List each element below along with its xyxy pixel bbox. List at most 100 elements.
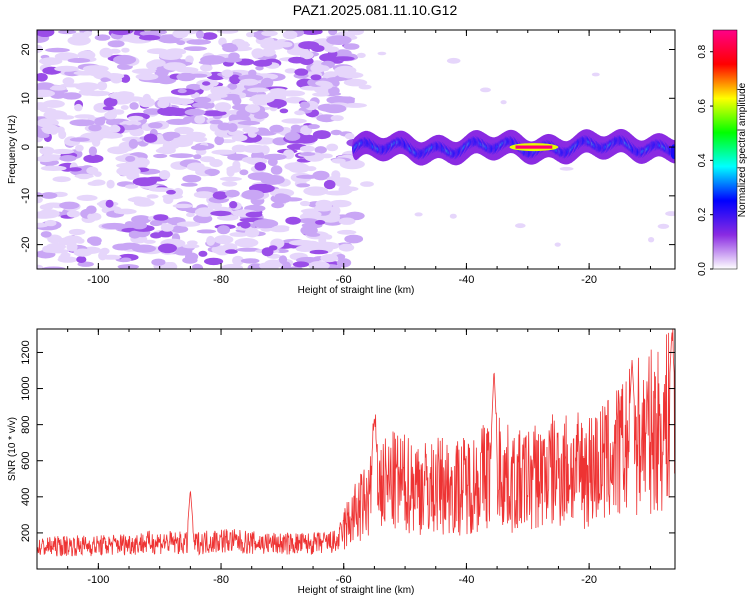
noise-blob <box>284 131 301 141</box>
noise-blob <box>255 65 264 71</box>
noise-blob <box>195 30 205 39</box>
noise-blob <box>344 234 364 244</box>
noise-blob <box>251 48 265 58</box>
heatmap-y-tick-label: 20 <box>20 43 32 55</box>
noise-blob <box>113 208 137 215</box>
noise-blob <box>153 214 169 221</box>
noise-blob <box>160 223 174 232</box>
noise-blob <box>204 257 224 266</box>
noise-blob <box>356 52 366 59</box>
noise-blob <box>312 130 331 140</box>
snr-x-tick-label: -40 <box>458 574 474 586</box>
noise-blob <box>314 146 327 154</box>
noise-blob <box>217 214 239 221</box>
noise-blob <box>299 51 314 60</box>
heatmap-y-tick-label: -10 <box>20 188 32 204</box>
noise-blob <box>288 239 315 246</box>
noise-blob <box>229 74 241 85</box>
noise-blob <box>193 96 212 103</box>
noise-blob <box>227 83 238 90</box>
noise-blob <box>338 217 356 225</box>
noise-blob <box>109 124 121 133</box>
noise-blob <box>87 236 102 245</box>
noise-blob <box>157 99 170 109</box>
snr-series-line <box>37 329 675 557</box>
noise-blob <box>334 65 357 76</box>
noise-blob <box>143 108 163 115</box>
noise-blob <box>299 145 316 152</box>
snr-x-tick-label: -60 <box>336 574 352 586</box>
noise-blob <box>120 257 132 263</box>
noise-blob <box>139 31 158 36</box>
noise-blob <box>334 49 352 57</box>
noise-blob <box>242 144 268 154</box>
noise-blob <box>132 177 157 187</box>
colorbar-tick-label: 0.4 <box>697 153 708 167</box>
noise-blob <box>315 199 333 209</box>
noise-blob <box>328 86 340 96</box>
noise-blob <box>269 124 284 133</box>
noise-blob <box>480 87 491 93</box>
colorbar-label: Normalized spectral amplitude <box>737 82 748 217</box>
noise-blob <box>336 258 352 268</box>
colorbar: 0.0 0.2 0.4 0.6 0.8 Normalized spectral ampli… <box>697 29 748 276</box>
noise-blob <box>148 122 163 129</box>
noise-blob <box>214 235 234 245</box>
noise-blob <box>94 34 111 41</box>
noise-blob <box>315 220 326 225</box>
noise-blob <box>296 174 320 179</box>
noise-blob <box>344 133 355 140</box>
noise-blob <box>107 40 125 48</box>
noise-blob <box>274 193 287 200</box>
snr-x-tick-label: -80 <box>213 574 229 586</box>
noise-blob <box>202 110 227 117</box>
noise-blob <box>201 32 218 40</box>
noise-blob <box>242 126 259 134</box>
noise-blob <box>39 57 63 66</box>
noise-blob <box>446 57 461 64</box>
noise-blob <box>109 30 134 36</box>
noise-blob <box>52 176 71 183</box>
snr-y-tick-label: 1000 <box>20 376 32 400</box>
noise-blob <box>229 232 248 237</box>
noise-blob <box>117 264 139 269</box>
noise-blob <box>46 242 66 251</box>
noise-blob <box>172 30 189 39</box>
noise-blob <box>302 210 322 218</box>
noise-blob <box>294 110 305 116</box>
noise-blob <box>43 110 68 120</box>
noise-blob <box>260 40 286 50</box>
heatmap-frame <box>36 29 676 270</box>
noise-blob <box>69 119 96 127</box>
noise-blob <box>47 248 70 254</box>
noise-blob <box>321 215 341 223</box>
noise-blob <box>91 179 106 186</box>
noise-blob <box>74 103 83 112</box>
noise-blob <box>104 111 117 120</box>
noise-blob <box>88 146 97 156</box>
colorbar-tick-label: 0.2 <box>697 207 708 221</box>
noise-blob <box>113 54 137 65</box>
carrier-core <box>670 147 675 156</box>
noise-blob <box>106 179 115 189</box>
chart-title: PAZ1.2025.081.11.10.G12 <box>292 2 458 18</box>
noise-blob <box>187 132 198 139</box>
noise-blob <box>40 231 52 238</box>
noise-blob <box>51 148 75 155</box>
noise-blob <box>212 191 228 200</box>
heatmap-x-tick-label: -80 <box>213 274 229 286</box>
noise-blob <box>69 137 90 142</box>
noise-blob <box>165 118 192 125</box>
noise-blob <box>41 266 66 269</box>
noise-blob <box>240 221 251 229</box>
noise-blob <box>219 176 242 182</box>
noise-blob <box>326 35 352 45</box>
noise-blob <box>162 141 180 150</box>
noise-blob <box>166 189 176 195</box>
noise-blob <box>176 221 201 227</box>
noise-blob <box>320 153 333 159</box>
noise-blob <box>284 162 308 171</box>
noise-blob <box>221 181 238 187</box>
noise-blob <box>159 170 171 180</box>
noise-blob <box>47 234 63 244</box>
